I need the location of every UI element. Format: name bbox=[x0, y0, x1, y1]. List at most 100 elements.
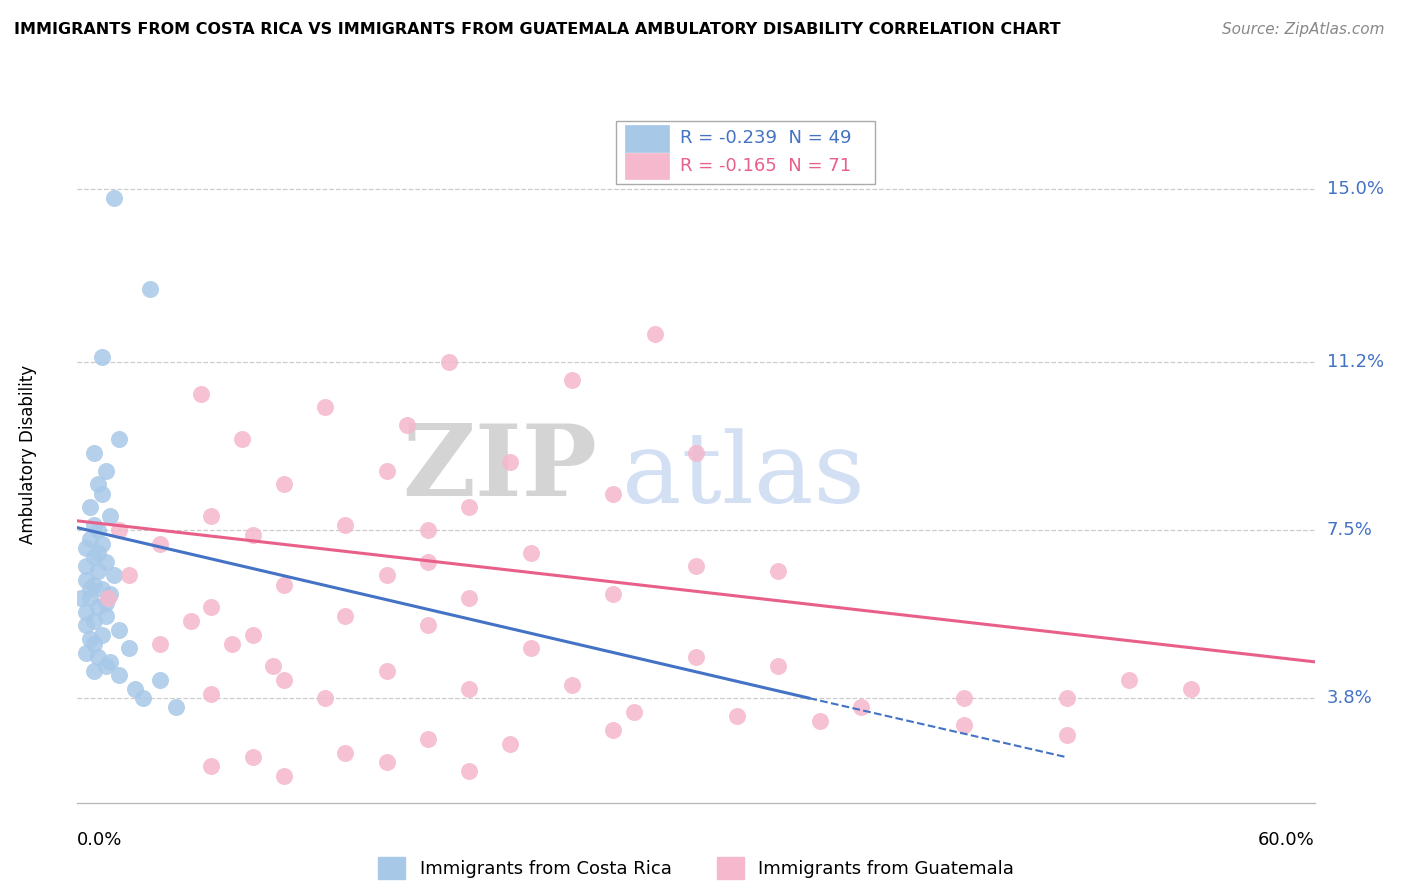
Point bbox=[602, 586, 624, 600]
Point bbox=[75, 618, 97, 632]
Point bbox=[98, 509, 121, 524]
Point bbox=[335, 746, 357, 760]
Point bbox=[242, 527, 264, 541]
Point bbox=[685, 559, 707, 574]
Point bbox=[458, 764, 481, 778]
Point bbox=[375, 568, 398, 582]
Point bbox=[520, 641, 543, 656]
Point bbox=[416, 618, 439, 632]
Point bbox=[458, 682, 481, 697]
Point bbox=[132, 691, 155, 706]
Point bbox=[416, 523, 439, 537]
Point bbox=[200, 687, 222, 701]
Point bbox=[602, 486, 624, 500]
Point bbox=[91, 536, 114, 550]
Point bbox=[561, 677, 583, 691]
Point bbox=[375, 755, 398, 769]
Point bbox=[499, 455, 522, 469]
Point bbox=[118, 568, 141, 582]
Point bbox=[149, 637, 172, 651]
Point bbox=[138, 282, 160, 296]
Point bbox=[1118, 673, 1140, 687]
Point bbox=[396, 418, 419, 433]
Point bbox=[200, 759, 222, 773]
Point bbox=[75, 541, 97, 556]
Point bbox=[499, 737, 522, 751]
Point bbox=[623, 705, 645, 719]
Point bbox=[242, 627, 264, 641]
Point bbox=[768, 659, 790, 673]
Point bbox=[644, 327, 666, 342]
Point bbox=[437, 354, 460, 368]
Point bbox=[87, 650, 110, 665]
Point bbox=[725, 709, 748, 723]
Point bbox=[273, 673, 295, 687]
Point bbox=[79, 500, 101, 515]
Point bbox=[149, 673, 172, 687]
Point bbox=[685, 650, 707, 665]
Text: R = -0.165  N = 71: R = -0.165 N = 71 bbox=[681, 157, 851, 175]
Point bbox=[165, 700, 187, 714]
Point bbox=[458, 591, 481, 606]
FancyBboxPatch shape bbox=[626, 125, 669, 152]
Point bbox=[96, 659, 118, 673]
Text: 7.5%: 7.5% bbox=[1327, 521, 1372, 539]
Point bbox=[107, 523, 129, 537]
FancyBboxPatch shape bbox=[626, 153, 669, 179]
Point bbox=[200, 509, 222, 524]
Point bbox=[103, 568, 125, 582]
Point bbox=[83, 614, 105, 628]
Point bbox=[103, 191, 125, 205]
Point bbox=[97, 591, 120, 606]
Point bbox=[75, 559, 97, 574]
Text: 60.0%: 60.0% bbox=[1258, 830, 1315, 848]
Point bbox=[416, 555, 439, 569]
Point bbox=[190, 386, 212, 401]
Point bbox=[242, 750, 264, 764]
Point bbox=[83, 577, 105, 591]
Point bbox=[79, 532, 101, 546]
Point bbox=[75, 646, 97, 660]
Point bbox=[118, 641, 141, 656]
Point bbox=[768, 564, 790, 578]
Point bbox=[98, 655, 121, 669]
Text: 0.0%: 0.0% bbox=[77, 830, 122, 848]
Point bbox=[561, 373, 583, 387]
Point bbox=[200, 600, 222, 615]
Point bbox=[79, 591, 101, 606]
Point bbox=[273, 477, 295, 491]
Point bbox=[79, 582, 101, 596]
Point bbox=[87, 600, 110, 615]
Point bbox=[335, 518, 357, 533]
Text: 3.8%: 3.8% bbox=[1327, 690, 1372, 707]
Point bbox=[180, 614, 202, 628]
Point bbox=[91, 582, 114, 596]
Point bbox=[520, 546, 543, 560]
Point bbox=[83, 550, 105, 565]
Point bbox=[149, 536, 172, 550]
Text: 11.2%: 11.2% bbox=[1327, 352, 1384, 371]
Text: Ambulatory Disability: Ambulatory Disability bbox=[18, 366, 37, 544]
Point bbox=[416, 732, 439, 747]
Point bbox=[96, 555, 118, 569]
Point bbox=[91, 486, 114, 500]
Point bbox=[221, 637, 243, 651]
Point bbox=[79, 632, 101, 646]
Text: atlas: atlas bbox=[621, 428, 865, 524]
Point bbox=[87, 546, 110, 560]
Point bbox=[107, 623, 129, 637]
Point bbox=[96, 596, 118, 610]
Point bbox=[1056, 728, 1078, 742]
Point bbox=[1180, 682, 1202, 697]
Point bbox=[808, 714, 831, 728]
Point bbox=[96, 609, 118, 624]
Point bbox=[685, 445, 707, 459]
Text: ZIP: ZIP bbox=[402, 420, 598, 517]
Point bbox=[1056, 691, 1078, 706]
Point bbox=[124, 682, 146, 697]
Point bbox=[953, 718, 976, 732]
Point bbox=[314, 400, 336, 414]
Point bbox=[231, 432, 253, 446]
Point bbox=[91, 350, 114, 364]
Point bbox=[75, 573, 97, 587]
